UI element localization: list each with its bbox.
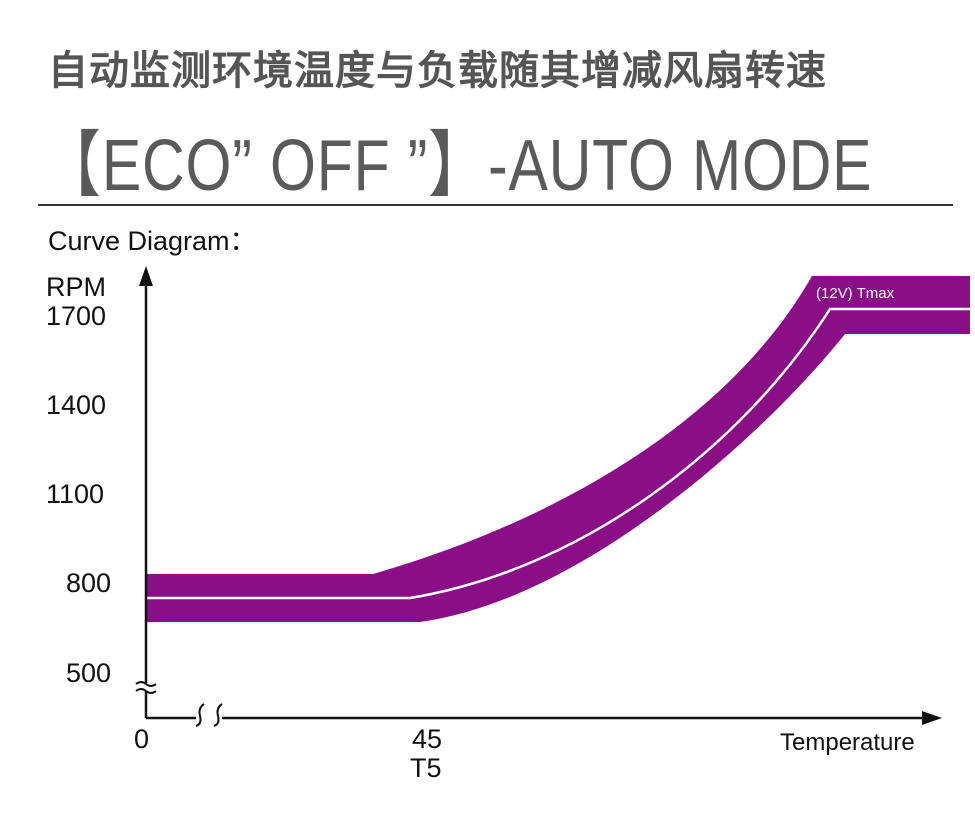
title-mode: 【ECO” OFF ”】-AUTO MODE — [42, 126, 873, 206]
x-axis-arrow-icon — [922, 711, 942, 725]
x-tick: 45 — [412, 724, 442, 754]
divider — [38, 204, 953, 206]
diagram-title: Curve Diagram： — [48, 226, 257, 256]
tmax-label: (12V) Tmax — [816, 285, 895, 302]
y-tick: 1400 — [46, 390, 106, 420]
x-axis-break-icon — [195, 703, 223, 727]
y-tick: 500 — [66, 658, 111, 688]
x-axis-label: Temperature — [780, 729, 915, 756]
x-tick-sub: T5 — [410, 753, 442, 783]
y-axis-break-icon — [135, 681, 157, 694]
y-axis-arrow-icon — [139, 266, 153, 286]
y-axis-label: RPM — [46, 272, 106, 302]
x-tick: 0 — [134, 724, 149, 754]
rpm-band — [146, 276, 970, 622]
y-tick: 800 — [66, 568, 111, 598]
rpm-center-line — [146, 307, 970, 600]
y-tick: 1700 — [46, 301, 106, 331]
title-chinese: 自动监测环境温度与负载随其增减风扇转速 — [48, 48, 827, 94]
y-tick: 1100 — [46, 479, 104, 509]
